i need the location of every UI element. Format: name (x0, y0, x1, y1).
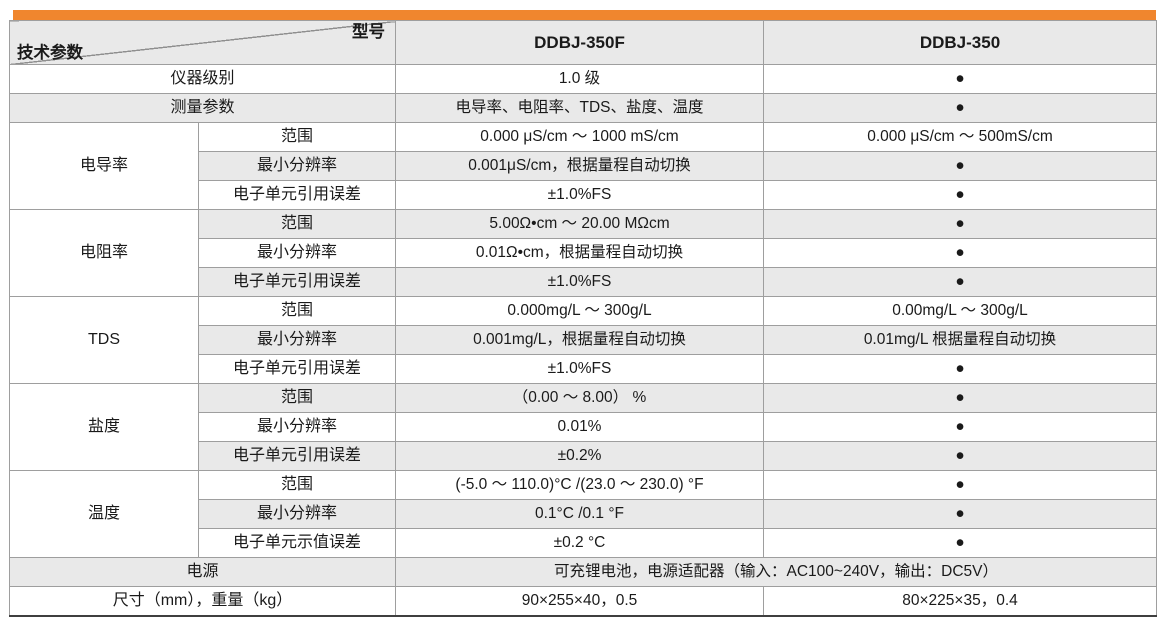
value-350: ● (763, 441, 1157, 471)
value-350: 80×225×35，0.4 (763, 586, 1157, 617)
corner-header-cell: 型号 技术参数 (9, 20, 396, 65)
row-label: 尺寸（mm），重量（kg） (9, 586, 396, 617)
param-label: 电子单元引用误差 (198, 180, 396, 210)
value-350f: （0.00 ～ 8.00） % (395, 383, 764, 413)
corner-tech-params-label: 技术参数 (17, 43, 83, 62)
row-tds-error: 电子单元引用误差 ±1.0%FS ● (10, 354, 1157, 384)
row-conductivity-error: 电子单元引用误差 ±1.0%FS ● (10, 180, 1157, 210)
value-350f: ±1.0%FS (395, 354, 764, 384)
param-label: 范围 (198, 296, 396, 326)
row-label: 电源 (9, 557, 396, 587)
value-350f: ±1.0%FS (395, 267, 764, 297)
row-salinity-resolution: 最小分辨率 0.01% ● (10, 412, 1157, 442)
value-350: ● (763, 238, 1157, 268)
row-measured-params: 测量参数 电导率、电阻率、TDS、盐度、温度 ● (9, 93, 1157, 123)
param-label: 范围 (198, 470, 396, 500)
param-label: 最小分辨率 (198, 325, 396, 355)
value-350: 0.000 μS/cm ～ 500mS/cm (763, 122, 1157, 152)
value-350f: ±0.2 °C (395, 528, 764, 558)
row-conductivity-resolution: 最小分辨率 0.001μS/cm，根据量程自动切换 ● (10, 151, 1157, 181)
param-label: 电子单元示值误差 (198, 528, 396, 558)
value-350: ● (763, 209, 1157, 239)
row-salinity-range: 盐度 范围 （0.00 ～ 8.00） % ● (9, 383, 1157, 471)
row-resistivity-resolution: 最小分辨率 0.01Ω•cm，根据量程自动切换 ● (10, 238, 1157, 268)
value-350: 0.00mg/L ～ 300g/L (763, 296, 1157, 326)
accent-bar (13, 10, 1156, 20)
category-conductivity: 电导率 (9, 122, 199, 210)
value-350: ● (763, 528, 1157, 558)
column-header-ddbj-350: DDBJ-350 (763, 20, 1157, 65)
value-350f: 0.000 μS/cm ～ 1000 mS/cm (395, 122, 764, 152)
row-tds-resolution: 最小分辨率 0.001mg/L，根据量程自动切换 0.01mg/L 根据量程自动… (10, 325, 1157, 355)
value-350f: 5.00Ω•cm ～ 20.00 MΩcm (395, 209, 764, 239)
spec-table: 型号 技术参数 DDBJ-350F DDBJ-350 仪器级别 1.0 级 ● … (9, 20, 1157, 617)
corner-model-label: 型号 (352, 23, 385, 41)
row-tds-range: TDS 范围 0.000mg/L ～ 300g/L 0.00mg/L ～ 300… (9, 296, 1157, 384)
param-label: 范围 (198, 122, 396, 152)
row-temperature-range: 温度 范围 (-5.0 ～ 110.0)°C /(23.0 ～ 230.0) °… (9, 470, 1157, 558)
value-350f: 0.01% (395, 412, 764, 442)
row-temperature-error: 电子单元示值误差 ±0.2 °C ● (10, 528, 1157, 558)
value-350f: ±1.0%FS (395, 180, 764, 210)
param-label: 最小分辨率 (198, 499, 396, 529)
value-350f: 0.000mg/L ～ 300g/L (395, 296, 764, 326)
spec-sheet: 型号 技术参数 DDBJ-350F DDBJ-350 仪器级别 1.0 级 ● … (9, 10, 1157, 617)
param-label: 最小分辨率 (198, 412, 396, 442)
param-label: 最小分辨率 (198, 238, 396, 268)
value-350: ● (763, 354, 1157, 384)
value-350: ● (763, 180, 1157, 210)
value-350: ● (763, 470, 1157, 500)
value-350: ● (763, 499, 1157, 529)
param-label: 范围 (198, 383, 396, 413)
value-350: ● (763, 93, 1157, 123)
row-power-supply: 电源 可充锂电池，电源适配器（输入：AC100~240V，输出：DC5V） (9, 557, 1157, 587)
value-350: 0.01mg/L 根据量程自动切换 (763, 325, 1157, 355)
param-label: 范围 (198, 209, 396, 239)
value-350: ● (763, 151, 1157, 181)
value-350: ● (763, 412, 1157, 442)
value-350: ● (763, 267, 1157, 297)
row-label: 测量参数 (9, 93, 396, 123)
value-350f: 0.1°C /0.1 °F (395, 499, 764, 529)
column-header-ddbj-350f: DDBJ-350F (395, 20, 764, 65)
value-350f: 1.0 级 (395, 64, 764, 94)
param-label: 最小分辨率 (198, 151, 396, 181)
param-label: 电子单元引用误差 (198, 354, 396, 384)
header-row: 型号 技术参数 DDBJ-350F DDBJ-350 (9, 20, 1157, 65)
category-tds: TDS (9, 296, 199, 384)
value-both-models: 可充锂电池，电源适配器（输入：AC100~240V，输出：DC5V） (395, 557, 1157, 587)
category-salinity: 盐度 (9, 383, 199, 471)
value-350f: 0.001mg/L，根据量程自动切换 (395, 325, 764, 355)
row-temperature-resolution: 最小分辨率 0.1°C /0.1 °F ● (10, 499, 1157, 529)
row-instrument-class: 仪器级别 1.0 级 ● (9, 64, 1157, 94)
row-size-weight: 尺寸（mm），重量（kg） 90×255×40，0.5 80×225×35，0.… (9, 586, 1157, 617)
row-conductivity-range: 电导率 范围 0.000 μS/cm ～ 1000 mS/cm 0.000 μS… (9, 122, 1157, 210)
category-resistivity: 电阻率 (9, 209, 199, 297)
value-350f: (-5.0 ～ 110.0)°C /(23.0 ～ 230.0) °F (395, 470, 764, 500)
value-350f: 电导率、电阻率、TDS、盐度、温度 (395, 93, 764, 123)
value-350: ● (763, 383, 1157, 413)
value-350f: 90×255×40，0.5 (395, 586, 764, 617)
value-350f: ±0.2% (395, 441, 764, 471)
category-temperature: 温度 (9, 470, 199, 558)
row-label: 仪器级别 (9, 64, 396, 94)
row-resistivity-error: 电子单元引用误差 ±1.0%FS ● (10, 267, 1157, 297)
param-label: 电子单元引用误差 (198, 267, 396, 297)
param-label: 电子单元引用误差 (198, 441, 396, 471)
row-resistivity-range: 电阻率 范围 5.00Ω•cm ～ 20.00 MΩcm ● (9, 209, 1157, 297)
row-salinity-error: 电子单元引用误差 ±0.2% ● (10, 441, 1157, 471)
value-350: ● (763, 64, 1157, 94)
value-350f: 0.01Ω•cm，根据量程自动切换 (395, 238, 764, 268)
value-350f: 0.001μS/cm，根据量程自动切换 (395, 151, 764, 181)
